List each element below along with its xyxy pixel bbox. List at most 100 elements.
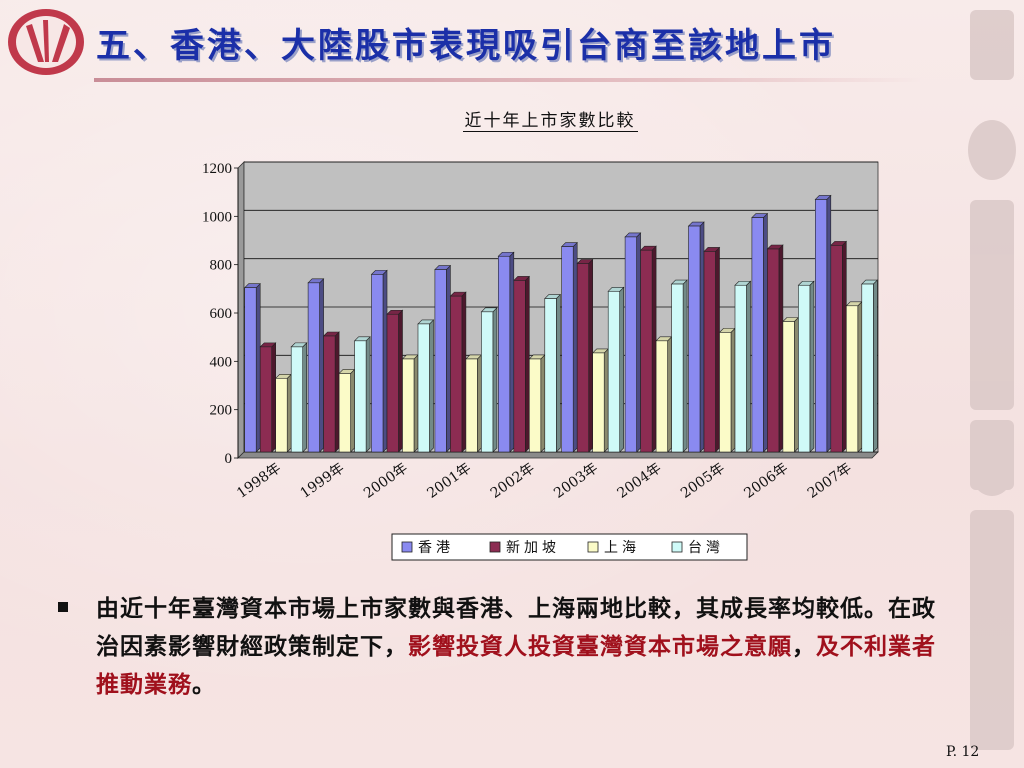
bar-side-香港 <box>763 212 768 453</box>
x-tick-label: 1998年 <box>234 460 284 502</box>
bar-新加坡 <box>640 249 653 453</box>
page-number: P. 12 <box>946 744 980 760</box>
bar-side-上海 <box>286 373 292 453</box>
bar-台灣 <box>607 290 621 453</box>
bar-side-新加坡 <box>334 331 340 453</box>
bar-上海 <box>338 373 351 453</box>
bar-side-上海 <box>794 316 799 453</box>
bar-side-上海 <box>730 327 736 453</box>
legend-swatch-香港 <box>401 541 413 553</box>
bar-台灣 <box>417 323 430 453</box>
bar-新加坡 <box>259 346 272 453</box>
bar-台灣 <box>734 284 747 453</box>
bullet-text-normal: 由近十年臺灣資本市場上市家數與香港、上海兩地比較，其成長率均較低。在政治因素影響… <box>96 595 936 660</box>
bar-side-新加坡 <box>398 309 403 453</box>
legend-swatch-上海 <box>587 541 599 553</box>
bar-side-香港 <box>636 232 641 453</box>
legend-label-香港: 香港 <box>418 540 454 556</box>
y-tick-label: 400 <box>210 354 233 370</box>
bar-side-台灣 <box>809 280 815 453</box>
bar-side-新加坡 <box>778 244 784 453</box>
bar-台灣 <box>861 283 874 453</box>
bar-side-上海 <box>477 354 482 453</box>
bar-香港 <box>688 225 701 453</box>
bar-side-上海 <box>413 354 419 453</box>
bar-新加坡 <box>703 251 716 453</box>
y-tick-label: 800 <box>210 258 233 274</box>
bar-side-台灣 <box>619 286 625 453</box>
bar-香港 <box>244 287 257 453</box>
legend-swatch-台灣 <box>671 541 683 553</box>
bar-side-新加坡 <box>461 291 467 453</box>
x-tick-label: 1999年 <box>298 460 348 502</box>
bar-side-台灣 <box>872 279 878 453</box>
bar-side-香港 <box>319 278 324 453</box>
bullet-square-icon <box>58 602 68 612</box>
chart-title: 近十年上市家數比較 <box>160 106 940 132</box>
x-tick-label: 2001年 <box>424 460 474 502</box>
bar-side-台灣 <box>682 279 688 453</box>
x-tick-label: 2007年 <box>805 460 855 502</box>
slide-title: 五、香港、大陸股市表現吸引台商至該地上市 <box>96 26 836 66</box>
bar-side-香港 <box>826 194 832 453</box>
bullet-text-end: 。 <box>192 671 216 698</box>
bar-香港 <box>814 199 828 453</box>
bar-上海 <box>655 340 668 453</box>
bar-上海 <box>465 358 478 453</box>
chart-title-text: 近十年上市家數比較 <box>462 111 638 132</box>
bar-上海 <box>719 332 732 453</box>
bar-side-香港 <box>255 282 261 453</box>
bar-上海 <box>402 358 415 453</box>
bar-台灣 <box>798 284 811 453</box>
bar-香港 <box>371 274 384 453</box>
bar-side-台灣 <box>746 280 751 453</box>
bar-side-香港 <box>699 221 705 453</box>
bullet-text-middle: ， <box>792 633 816 660</box>
bullet-highlight-1: 影響投資人投資臺灣資本市場之意願 <box>408 633 792 660</box>
legend-label-台灣: 台灣 <box>688 540 724 556</box>
bar-side-上海 <box>603 348 609 453</box>
chart-legend <box>391 533 748 561</box>
x-tick-label: 2003年 <box>551 460 601 502</box>
bar-台灣 <box>544 298 557 453</box>
bar-新加坡 <box>450 295 463 453</box>
bar-上海 <box>528 358 542 453</box>
bar-side-新加坡 <box>715 246 720 453</box>
bar-side-上海 <box>350 368 355 453</box>
bar-side-新加坡 <box>271 342 276 453</box>
legend-label-上海: 上海 <box>604 540 640 556</box>
bar-新加坡 <box>323 335 336 453</box>
bar-side-新加坡 <box>651 245 657 453</box>
y-tick-label: 1200 <box>202 161 232 177</box>
x-tick-label: 2006年 <box>741 460 791 502</box>
legend-label-新加坡: 新加坡 <box>506 540 560 556</box>
x-tick-label: 2002年 <box>488 460 538 502</box>
title-divider <box>94 78 924 82</box>
bar-新加坡 <box>830 245 843 453</box>
bar-台灣 <box>481 311 494 453</box>
y-tick-label: 600 <box>210 306 233 322</box>
bar-新加坡 <box>386 313 399 453</box>
bar-上海 <box>782 321 795 453</box>
bar-side-台灣 <box>302 342 307 453</box>
legend-swatch-新加坡 <box>489 541 501 553</box>
bar-side-上海 <box>667 336 672 453</box>
x-tick-label: 2005年 <box>678 460 728 502</box>
y-tick-label: 200 <box>210 403 233 419</box>
side-watermark <box>968 10 1016 750</box>
bar-香港 <box>751 217 764 453</box>
bar-台灣 <box>354 340 367 453</box>
bar-side-香港 <box>572 241 578 453</box>
bar-side-香港 <box>382 269 388 453</box>
bar-新加坡 <box>767 248 780 453</box>
bar-台灣 <box>290 346 303 453</box>
bar-side-上海 <box>857 301 863 453</box>
x-tick-label: 2004年 <box>615 460 665 502</box>
x-tick-label: 2000年 <box>361 460 411 502</box>
chart-container: 近十年上市家數比較 0 200 400 600 800 1000 1200 1998年 1999… <box>160 100 920 570</box>
bar-上海 <box>845 305 859 453</box>
bar-side-新加坡 <box>588 258 594 453</box>
company-logo <box>8 9 84 75</box>
bar-上海 <box>592 352 605 453</box>
